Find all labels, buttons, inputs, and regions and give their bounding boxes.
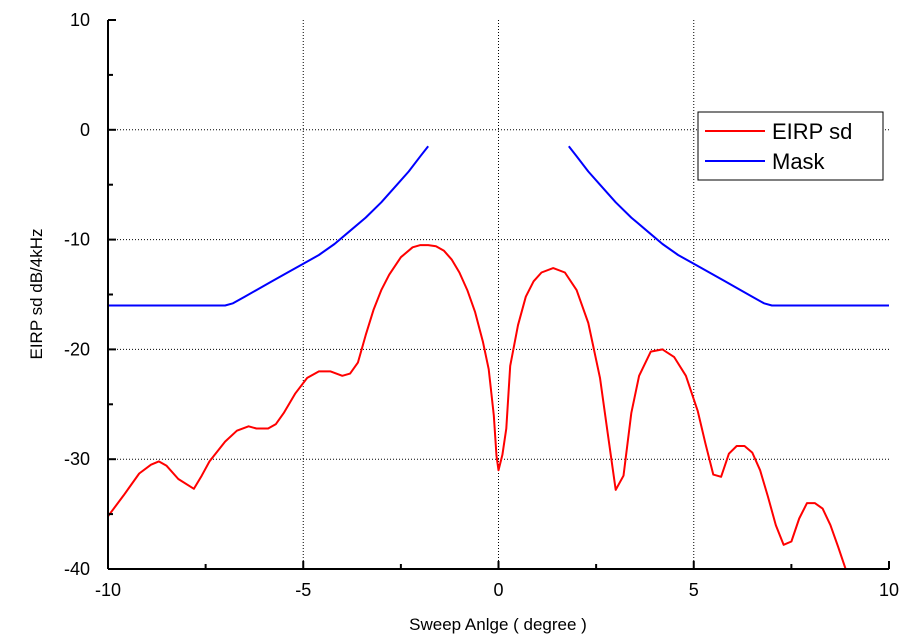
y-axis-title: EIRP sd dB/4kHz [27, 228, 46, 359]
legend: EIRP sd Mask [697, 111, 884, 181]
tick-labels: -10 -5 0 5 10 10 0 -10 -20 -30 -40 [64, 10, 899, 600]
grid-layer [108, 20, 889, 569]
series-layer [108, 145, 889, 569]
x-tick-label: -5 [295, 580, 311, 600]
x-tick-label: -10 [95, 580, 121, 600]
series-line-mask [108, 145, 429, 307]
y-tick-label: -10 [64, 230, 90, 250]
legend-label-mask: Mask [772, 149, 826, 174]
y-tick-label: -40 [64, 559, 90, 579]
x-tick-label: 5 [689, 580, 699, 600]
x-tick-label: 10 [879, 580, 899, 600]
legend-box [697, 111, 884, 181]
x-tick-label: 0 [493, 580, 503, 600]
y-tick-label: -20 [64, 339, 90, 359]
legend-label-eirp-sd: EIRP sd [772, 119, 852, 144]
series-line-eirp-sd [108, 244, 847, 569]
y-tick-label: -30 [64, 449, 90, 469]
series-line-mask [568, 145, 889, 307]
x-axis-title: Sweep Anlge ( degree ) [409, 615, 587, 634]
axes [107, 19, 890, 570]
y-tick-label: 10 [70, 10, 90, 30]
y-tick-label: 0 [80, 120, 90, 140]
